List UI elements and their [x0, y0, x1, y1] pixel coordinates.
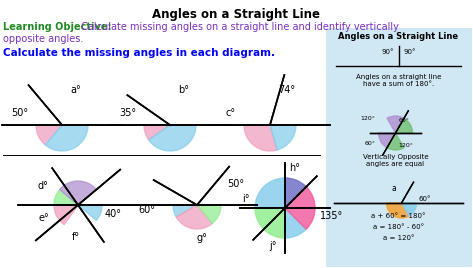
- Text: a = 180° - 60°: a = 180° - 60°: [373, 224, 424, 230]
- Text: 35°: 35°: [119, 108, 136, 118]
- Text: 74°: 74°: [278, 85, 295, 95]
- Text: 60°: 60°: [138, 205, 155, 215]
- Text: Calculate the missing angles in each diagram.: Calculate the missing angles in each dia…: [3, 48, 275, 58]
- Circle shape: [255, 178, 315, 238]
- Text: 60°: 60°: [419, 196, 431, 202]
- Text: opposite angles.: opposite angles.: [3, 34, 83, 44]
- Text: Calculate missing angles on a straight line and identify vertically: Calculate missing angles on a straight l…: [78, 22, 399, 32]
- Wedge shape: [149, 125, 196, 151]
- Wedge shape: [387, 133, 404, 150]
- Wedge shape: [36, 125, 62, 145]
- Wedge shape: [255, 208, 285, 238]
- Text: c°: c°: [226, 108, 236, 118]
- Wedge shape: [173, 205, 197, 217]
- Text: 135°: 135°: [320, 211, 343, 221]
- Wedge shape: [402, 203, 417, 216]
- Bar: [326, 28, 471, 266]
- Wedge shape: [378, 133, 395, 148]
- Text: 50°: 50°: [227, 179, 244, 189]
- Wedge shape: [78, 205, 102, 220]
- Text: a + 60° = 180°: a + 60° = 180°: [371, 213, 426, 219]
- Text: Angles on a Straight Line: Angles on a Straight Line: [152, 8, 320, 21]
- Wedge shape: [270, 125, 296, 150]
- Wedge shape: [386, 203, 409, 218]
- Wedge shape: [60, 181, 96, 205]
- Text: 90°: 90°: [381, 49, 394, 55]
- Wedge shape: [285, 208, 306, 238]
- Text: a: a: [391, 184, 396, 193]
- Text: 120°: 120°: [360, 116, 376, 121]
- Text: 60°: 60°: [365, 141, 376, 146]
- Bar: [398, 63, 402, 66]
- Wedge shape: [255, 178, 285, 208]
- Text: 90°: 90°: [403, 49, 416, 55]
- Text: f°: f°: [72, 232, 80, 242]
- Wedge shape: [395, 118, 412, 133]
- Wedge shape: [176, 205, 212, 229]
- Wedge shape: [54, 205, 78, 225]
- Text: Angles on a Straight Line: Angles on a Straight Line: [339, 32, 458, 41]
- Wedge shape: [285, 208, 315, 229]
- Text: e°: e°: [38, 213, 49, 223]
- Wedge shape: [54, 189, 78, 205]
- Text: 120°: 120°: [398, 143, 413, 148]
- Text: Angles on a straight line
have a sum of 180°.: Angles on a straight line have a sum of …: [356, 74, 441, 87]
- Text: g°: g°: [197, 233, 208, 243]
- Text: 40°: 40°: [105, 209, 122, 219]
- Wedge shape: [197, 205, 221, 224]
- Text: 50°: 50°: [11, 108, 28, 118]
- Wedge shape: [285, 187, 315, 208]
- Wedge shape: [285, 178, 306, 208]
- Text: j°: j°: [270, 241, 277, 251]
- Text: i°: i°: [243, 194, 250, 204]
- Text: b°: b°: [178, 85, 189, 95]
- Text: a°: a°: [70, 85, 81, 95]
- Text: a = 120°: a = 120°: [383, 235, 414, 241]
- Text: d°: d°: [37, 181, 48, 191]
- Text: Vertically Opposite
angles are equal: Vertically Opposite angles are equal: [363, 154, 429, 167]
- Wedge shape: [144, 125, 170, 140]
- Text: Learning Objective:: Learning Objective:: [3, 22, 112, 32]
- Wedge shape: [45, 125, 88, 151]
- Wedge shape: [387, 116, 404, 133]
- Text: 60°: 60°: [398, 118, 409, 123]
- Wedge shape: [244, 125, 277, 151]
- Text: h°: h°: [289, 163, 300, 173]
